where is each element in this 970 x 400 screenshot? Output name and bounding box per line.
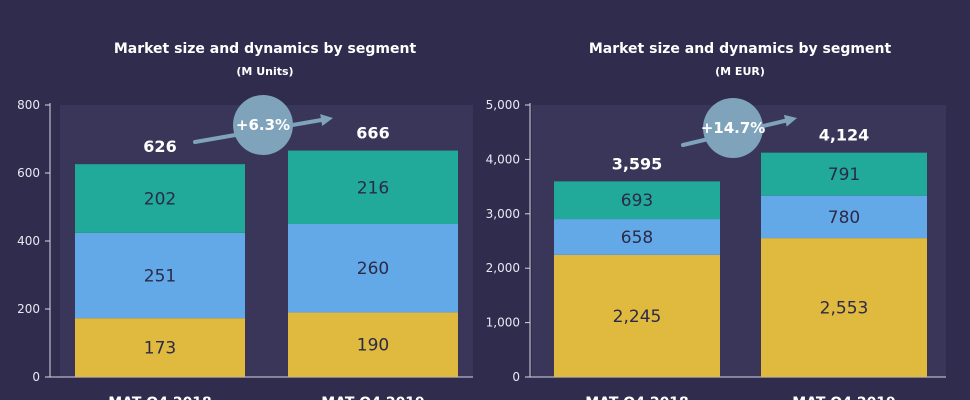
chart-subtitle: (M Units) [236, 65, 293, 78]
segment-value-label: 202 [144, 190, 176, 210]
x-category-label: MAT Q4 2019 [792, 395, 896, 400]
y-tick-label: 600 [17, 166, 40, 180]
bar-segment-bottom [288, 312, 458, 377]
growth-arrow-head [320, 114, 333, 126]
y-tick-label: 800 [17, 98, 40, 112]
segment-value-label: 658 [621, 228, 653, 248]
growth-rate-label: +14.7% [701, 119, 766, 137]
growth-arrow-head [783, 114, 797, 127]
y-tick-label: 400 [17, 234, 40, 248]
y-tick-label: 1,000 [486, 316, 520, 330]
bar-segment-top [761, 152, 927, 196]
bar-segment-middle [288, 224, 458, 313]
growth-bubble [233, 95, 293, 155]
segment-value-label: 2,553 [820, 299, 869, 319]
segment-value-label: 2,245 [613, 307, 662, 327]
x-category-label: MAT Q4 2018 [108, 395, 212, 400]
bar-segment-top [75, 164, 245, 233]
segment-value-label: 693 [621, 191, 653, 211]
y-tick-label: 2,000 [486, 261, 520, 275]
bar-total-label: 4,124 [819, 126, 870, 145]
x-category-label: MAT Q4 2019 [321, 395, 425, 400]
segment-value-label: 173 [144, 339, 176, 359]
chart-subtitle: (M EUR) [715, 65, 765, 78]
bar-segment-top [288, 150, 458, 224]
segment-value-label: 216 [357, 178, 389, 198]
x-category-label: MAT Q4 2018 [585, 395, 689, 400]
y-tick-label: 3,000 [486, 207, 520, 221]
bar-segment-bottom [761, 238, 927, 377]
y-tick-label: 0 [512, 370, 520, 384]
bar-segment-middle [761, 195, 927, 239]
bar-segment-top [554, 181, 720, 220]
chart-title: Market size and dynamics by segment [114, 41, 417, 57]
bar-total-label: 666 [356, 124, 389, 143]
growth-bubble [703, 98, 763, 158]
y-tick-label: 200 [17, 302, 40, 316]
segment-value-label: 190 [357, 336, 389, 356]
segment-value-label: 251 [144, 267, 176, 287]
growth-rate-label: +6.3% [236, 116, 290, 134]
segment-value-label: 791 [828, 165, 860, 185]
bar-total-label: 626 [143, 137, 176, 156]
y-tick-label: 5,000 [486, 98, 520, 112]
y-tick-label: 0 [32, 370, 40, 384]
bar-segment-bottom [75, 318, 245, 377]
bar-segment-middle [75, 232, 245, 319]
bar-total-label: 3,595 [612, 154, 663, 173]
bar-segment-bottom [554, 254, 720, 377]
segment-value-label: 780 [828, 208, 860, 228]
chart-2: Market size and dynamics by segment (M EU… [486, 41, 946, 400]
segment-value-label: 260 [357, 259, 389, 279]
chart-title: Market size and dynamics by segment [589, 41, 892, 57]
chart-1: Market size and dynamics by segment (M Un… [17, 41, 473, 400]
y-tick-label: 4,000 [486, 152, 520, 166]
bar-segment-middle [554, 219, 720, 255]
